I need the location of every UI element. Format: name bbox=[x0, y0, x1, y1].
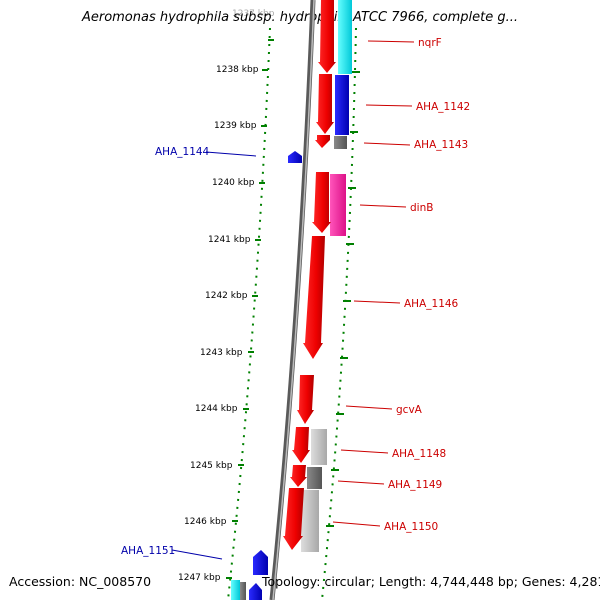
accession-text: Accession: NC_008570 bbox=[9, 574, 152, 589]
label-leaders bbox=[171, 40, 415, 560]
leader-line bbox=[332, 521, 381, 527]
leader-line bbox=[353, 300, 401, 304]
gene-arrow-blue-bottom bbox=[249, 583, 262, 600]
cog-category-boxes bbox=[231, 0, 352, 600]
gene-label-AHA-1148: AHA_1148 bbox=[392, 448, 446, 460]
gene-arrow-AHA-1151 bbox=[253, 550, 268, 575]
scale-track-right bbox=[321, 27, 357, 600]
gene-arrow-AHA-1150 bbox=[283, 488, 304, 550]
map-title: Aeromonas hydrophila subsp. hydrophila A… bbox=[81, 10, 519, 25]
gene-label-nqrF: nqrF bbox=[418, 37, 442, 49]
reverse-genes bbox=[249, 151, 302, 600]
genome-backbone-highlight bbox=[272, 0, 315, 600]
topology-text: Topology: circular; Length: 4,744,448 bp… bbox=[262, 574, 600, 589]
genome-backbone bbox=[269, 0, 316, 600]
tick-label: 1243 kbp bbox=[200, 348, 243, 358]
tick-label: 1238 kbp bbox=[216, 65, 259, 75]
gene-arrow-AHA-1149 bbox=[290, 465, 307, 487]
gene-label-AHA-1146: AHA_1146 bbox=[404, 298, 459, 310]
scale-track-left bbox=[227, 27, 271, 600]
gene-arrow-AHA-1142 bbox=[316, 74, 334, 134]
tick-label: 1247 kbp bbox=[178, 573, 221, 583]
gene-arrow-nqrF bbox=[318, 0, 336, 73]
scale-tick-labels: 1237 kbp 1238 kbp 1239 kbp 1240 kbp 1241… bbox=[178, 9, 275, 583]
tick-label: 1246 kbp bbox=[184, 517, 227, 527]
cog-box-pink bbox=[330, 174, 346, 236]
gene-label-AHA-1151: AHA_1151 bbox=[121, 545, 175, 557]
cog-box-gray bbox=[334, 136, 347, 149]
leader-line bbox=[363, 142, 411, 146]
gene-label-AHA-1149: AHA_1149 bbox=[388, 479, 442, 491]
cog-box-lgray bbox=[311, 429, 327, 465]
gene-label-AHA-1144: AHA_1144 bbox=[155, 146, 210, 158]
tick-label: 1237 kbp bbox=[232, 9, 275, 19]
cog-box-blue bbox=[335, 75, 349, 135]
cog-box-gray bbox=[240, 582, 246, 600]
gene-label-AHA-1150: AHA_1150 bbox=[384, 521, 438, 533]
leader-line bbox=[367, 40, 415, 43]
gene-arrow-AHA-1146 bbox=[303, 236, 325, 359]
leader-line bbox=[205, 151, 257, 157]
leader-line bbox=[345, 405, 393, 410]
leader-line bbox=[365, 104, 413, 107]
gene-label-dinB: dinB bbox=[410, 202, 433, 214]
tick-label: 1240 kbp bbox=[212, 178, 255, 188]
scale-ticks bbox=[226, 39, 360, 579]
gene-arrow-dinB bbox=[312, 172, 331, 233]
cog-box-lgray bbox=[301, 490, 319, 552]
tick-label: 1239 kbp bbox=[214, 121, 257, 131]
leader-line bbox=[340, 449, 389, 454]
gene-arrow-AHA-1148 bbox=[292, 427, 310, 463]
tick-label: 1244 kbp bbox=[195, 404, 238, 414]
forward-genes bbox=[283, 0, 336, 550]
gene-arrow-AHA-1144 bbox=[288, 151, 302, 163]
gene-label-gcvA: gcvA bbox=[396, 404, 423, 416]
gene-label-AHA-1143: AHA_1143 bbox=[414, 139, 468, 151]
tick-label: 1245 kbp bbox=[190, 461, 233, 471]
gene-labels: nqrF AHA_1142 AHA_1143 dinB AHA_1146 gcv… bbox=[121, 37, 470, 557]
tick-label: 1242 kbp bbox=[205, 291, 248, 301]
cog-box-cyan bbox=[231, 580, 240, 600]
gene-arrow-gcvA bbox=[297, 375, 314, 424]
leader-line bbox=[337, 480, 385, 485]
leader-line bbox=[171, 549, 223, 560]
cog-box-dgray bbox=[307, 467, 322, 489]
tick-label: 1241 kbp bbox=[208, 235, 251, 245]
leader-line bbox=[359, 204, 407, 208]
gene-arrow-AHA-1143 bbox=[315, 135, 330, 148]
gene-label-AHA-1142: AHA_1142 bbox=[416, 101, 470, 113]
cog-box-cyan bbox=[338, 0, 352, 74]
